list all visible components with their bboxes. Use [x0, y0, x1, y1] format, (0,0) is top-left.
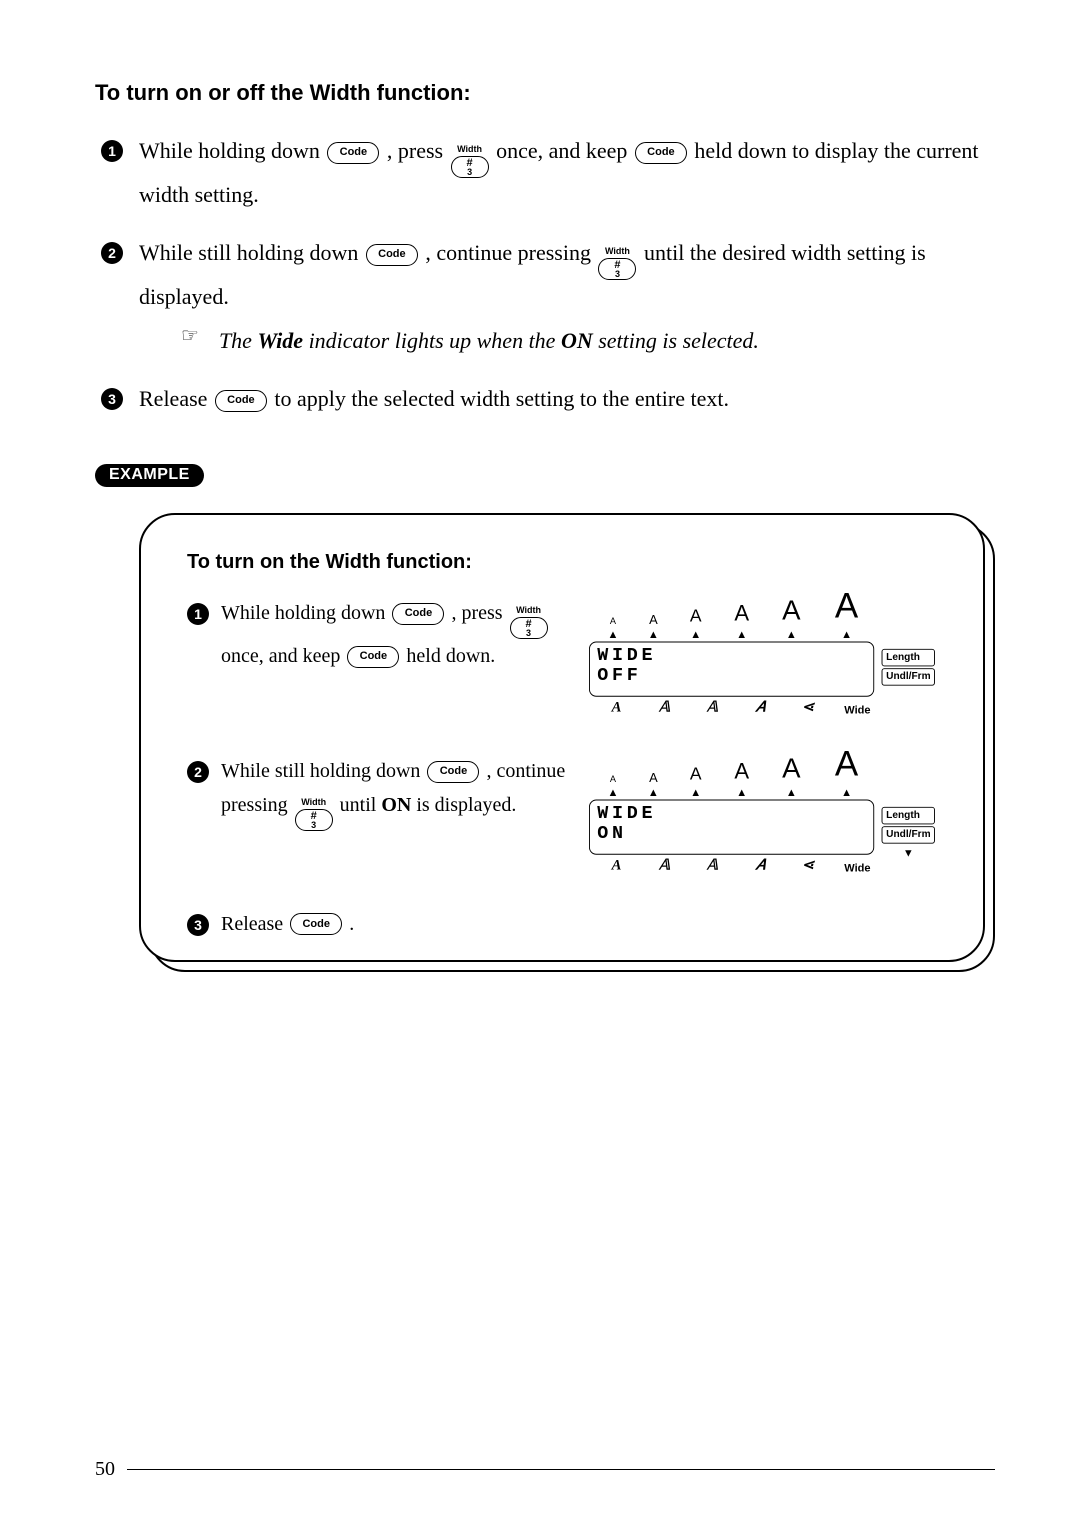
step-3-text: Release Code to apply the selected width…: [139, 382, 995, 416]
example-badge: EXAMPLE: [95, 464, 204, 487]
lcd-screen: WIDE ON: [589, 800, 874, 855]
page-number: 50: [95, 1458, 115, 1481]
step-number-icon: 2: [187, 761, 209, 783]
lcd-diagram-on: AAAAAA ▲▲▲▲▲▲ WIDE ON A𝔸𝔸𝐴⋖ Wide Length: [589, 748, 935, 873]
code-key-icon: Code: [347, 646, 399, 668]
lcd-wide-label: Wide: [844, 704, 870, 715]
lcd-side-labels: Length Undl/Frm ▼: [882, 649, 936, 701]
down-triangle-icon: ▼: [882, 848, 936, 859]
step-number-icon: 3: [187, 914, 209, 936]
lcd-diagram-off: AAAAAA ▲▲▲▲▲▲ WIDE OFF A𝔸𝔸𝐴⋖ Wide Length: [589, 590, 935, 715]
lcd-styles-row: A𝔸𝔸𝐴⋖: [593, 701, 839, 716]
section-heading: To turn on or off the Width function:: [95, 80, 995, 106]
lcd-triangles: ▲▲▲▲▲▲: [589, 627, 874, 642]
code-key-icon: Code: [635, 142, 687, 164]
code-key-icon: Code: [427, 761, 479, 783]
width-key-icon: Width #3: [510, 606, 548, 639]
step-1-text: While holding down Code , press Width #3…: [139, 134, 995, 212]
code-key-icon: Code: [327, 142, 379, 164]
width-key-icon: Width #3: [295, 798, 333, 831]
lcd-screen: WIDE OFF: [589, 642, 874, 697]
page-footer: 50: [95, 1458, 995, 1481]
example-heading: To turn on the Width function:: [187, 551, 949, 574]
lcd-triangles: ▲▲▲▲▲▲: [589, 785, 874, 800]
example-row-3: 3 Release Code .: [187, 912, 949, 936]
step-3: 3 Release Code to apply the selected wid…: [101, 382, 995, 416]
code-key-icon: Code: [290, 913, 342, 935]
example-step-3-text: Release Code .: [221, 913, 354, 937]
step-2: 2 While still holding down Code , contin…: [101, 236, 995, 358]
width-key-icon: Width #3: [451, 145, 489, 178]
example-row-1: 1 While holding down Code , press Width …: [187, 596, 949, 726]
note-hand-icon: ☞: [181, 324, 199, 358]
example-step-1-text: While holding down Code , press Width #3…: [221, 596, 567, 673]
example-step-2-text: While still holding down Code , continue…: [221, 754, 567, 831]
step-number-icon: 2: [101, 242, 123, 264]
lcd-sizes-row: AAAAAA: [589, 590, 874, 627]
code-key-icon: Code: [366, 244, 418, 266]
step-2-text: While still holding down Code , continue…: [139, 236, 995, 358]
lcd-styles-row: A𝔸𝔸𝐴⋖: [593, 859, 839, 874]
lcd-wide-label: Wide: [844, 862, 870, 873]
footer-rule: [127, 1469, 995, 1471]
steps-list: 1 While holding down Code , press Width …: [101, 134, 995, 416]
lcd-side-labels: Length Undl/Frm ▼: [882, 807, 936, 859]
code-key-icon: Code: [392, 603, 444, 625]
step-2-note: ☞ The Wide indicator lights up when the …: [181, 324, 995, 358]
step-1: 1 While holding down Code , press Width …: [101, 134, 995, 212]
example-row-2: 2 While still holding down Code , contin…: [187, 754, 949, 884]
width-key-icon: Width #3: [598, 247, 636, 280]
lcd-sizes-row: AAAAAA: [589, 748, 874, 785]
code-key-icon: Code: [215, 390, 267, 412]
step-number-icon: 1: [187, 603, 209, 625]
step-number-icon: 3: [101, 388, 123, 410]
step-number-icon: 1: [101, 140, 123, 162]
example-panel: To turn on the Width function: 1 While h…: [139, 513, 985, 962]
